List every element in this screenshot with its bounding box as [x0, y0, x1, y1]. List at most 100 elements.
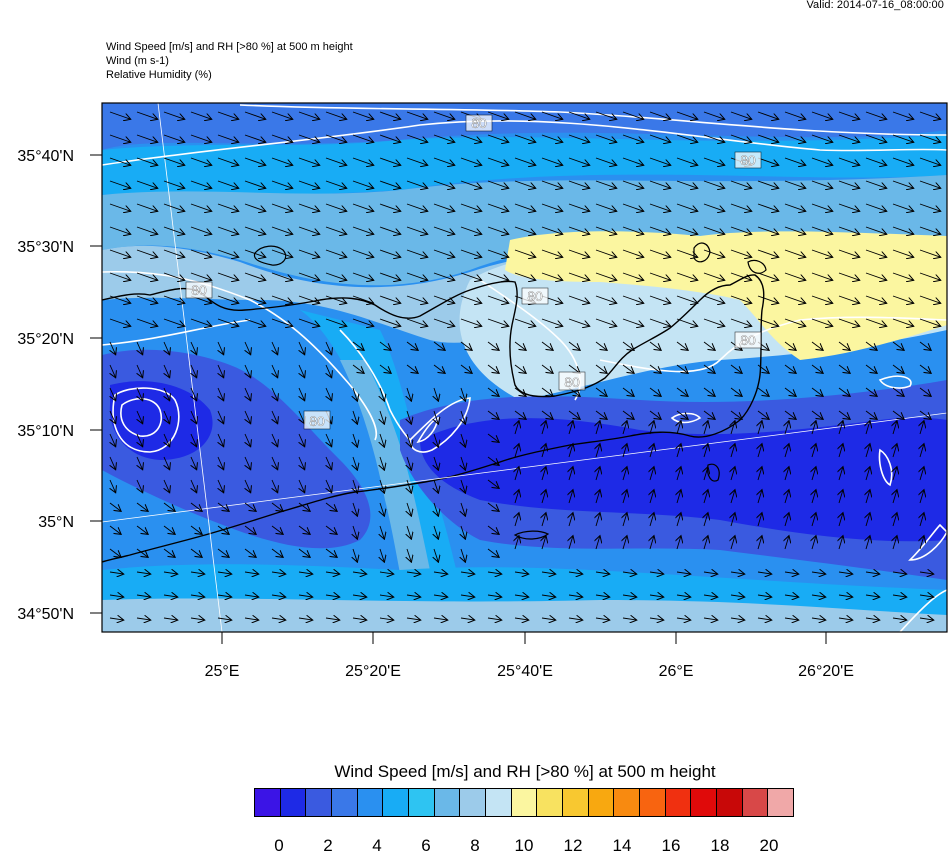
wind-arrow: [703, 249, 725, 257]
wind-arrow: [433, 111, 455, 119]
wind-arrow: [569, 421, 573, 435]
wind-arrow: [271, 111, 293, 119]
wind-arrow: [514, 341, 526, 350]
wind-arrow: [676, 595, 691, 597]
wind-arrow: [487, 572, 502, 574]
wind-arrow: [865, 595, 880, 597]
wind-arrow: [757, 387, 769, 396]
wind-arrow: [379, 157, 401, 165]
wind-arrow: [460, 295, 482, 303]
wind-arrow: [109, 134, 131, 142]
wind-arrow: [433, 203, 455, 211]
wind-arrow: [838, 272, 860, 280]
wind-arrow: [379, 272, 401, 280]
wind-arrow: [218, 341, 224, 355]
wind-arrow: [569, 536, 573, 550]
wind-arrow: [325, 502, 337, 511]
wind-arrow: [838, 226, 860, 234]
wind-arrow: [811, 410, 823, 419]
wind-arrow: [676, 134, 698, 142]
wind-arrow: [380, 456, 384, 470]
wind-arrow: [326, 364, 332, 378]
wind-arrow: [649, 341, 661, 350]
wind-arrow: [595, 341, 607, 350]
wind-arrow: [649, 618, 664, 620]
wind-arrow: [568, 134, 590, 142]
wind-arrow: [650, 421, 654, 435]
wind-arrow: [650, 536, 654, 550]
wind-arrow: [244, 595, 259, 597]
wind-arrow: [838, 364, 850, 373]
wind-arrow: [595, 595, 610, 597]
wind-arrow: [838, 387, 850, 396]
lat-label-6: 34°50'N: [17, 606, 74, 623]
wind-arrow: [622, 295, 644, 303]
wind-arrow: [649, 203, 671, 211]
colorbar-tick-label: 8: [470, 836, 480, 855]
wind-arrow: [326, 479, 332, 493]
wind-arrow: [191, 341, 197, 355]
wind-arrow: [460, 341, 472, 350]
wind-arrow: [622, 318, 644, 326]
colorbar-tick-label: 10: [514, 836, 534, 855]
wind-arrow: [676, 157, 698, 165]
wind-arrow: [703, 157, 725, 165]
wind-arrow: [406, 111, 428, 119]
wind-arrow: [838, 203, 860, 211]
wind-arrow: [352, 203, 374, 211]
wind-arrow: [649, 387, 661, 396]
wind-arrow: [676, 341, 688, 350]
wind-arrow: [514, 134, 536, 142]
wind-arrow: [406, 203, 428, 211]
wind-arrow: [406, 295, 428, 303]
colorbar-title: Wind Speed [m/s] and RH [>80 %] at 500 m…: [334, 762, 716, 781]
wind-arrow: [406, 572, 421, 574]
wind-arrow: [433, 272, 455, 280]
wind-arrow: [704, 536, 708, 550]
contour-label-text-3: 80: [191, 282, 207, 298]
wind-arrow: [758, 467, 762, 481]
wind-arrow: [110, 387, 116, 401]
wind-arrow: [163, 249, 185, 257]
wind-arrow: [379, 249, 401, 257]
wind-arrow: [298, 111, 320, 119]
wind-arrow: [812, 467, 816, 481]
island-north-west: [253, 245, 287, 266]
colorbar-cell: [357, 789, 384, 816]
colorbar-tick-label: 18: [710, 836, 730, 855]
rh-contour-loop-1: [112, 387, 180, 453]
wind-arrow: [703, 341, 715, 350]
wind-arrow: [568, 410, 580, 419]
wind-arrow: [784, 410, 796, 419]
wind-arrow: [325, 618, 340, 620]
wind-arrow: [568, 249, 590, 257]
wind-arrow: [838, 318, 860, 326]
wind-arrow: [190, 548, 202, 557]
colorbar-cell: [537, 789, 564, 816]
wind-arrow: [622, 111, 644, 119]
wind-arrow: [325, 203, 347, 211]
wind-arrow: [406, 318, 428, 326]
wind-arrow: [596, 467, 600, 481]
wind-arrow: [434, 387, 438, 401]
wind-arrow: [353, 502, 357, 516]
wind-arrow: [244, 272, 266, 280]
wind-arrow: [838, 111, 860, 119]
wind-arrow: [244, 618, 259, 620]
contour-label-6: 80: [558, 371, 586, 391]
wind-arrow: [622, 410, 634, 419]
wind-arrow: [812, 490, 816, 504]
wind-arrow: [244, 157, 266, 165]
wind-arrow: [272, 433, 278, 447]
wind-arrow: [163, 548, 175, 557]
wind-arrow: [785, 490, 789, 504]
wind-arrow: [892, 572, 907, 574]
island-south: [513, 530, 550, 540]
wind-arrow: [514, 203, 536, 211]
wind-arrow: [649, 364, 661, 373]
wind-arrow: [271, 295, 293, 303]
wind-arrow: [730, 618, 745, 620]
wind-arrow: [109, 295, 131, 303]
wind-arrow: [865, 572, 880, 574]
wind-arrow: [406, 341, 418, 350]
